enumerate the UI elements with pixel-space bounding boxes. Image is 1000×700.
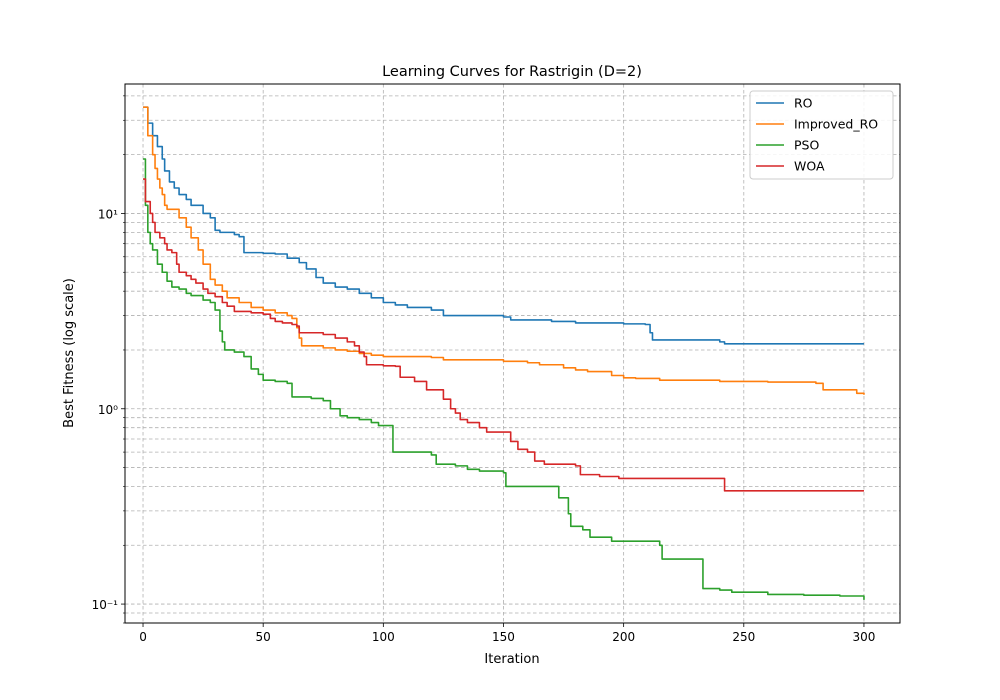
- legend-label: PSO: [794, 138, 819, 153]
- series-line-ro: [143, 106, 864, 345]
- grid-layer: [125, 84, 900, 624]
- x-axis-label: Iteration: [484, 652, 539, 667]
- legend: RO Improved_RO PSO WOA: [749, 90, 894, 180]
- x-tick-label: 250: [732, 630, 755, 644]
- x-tick-label: 0: [139, 630, 147, 644]
- x-tick-label: 300: [853, 630, 876, 644]
- x-tick-label: 150: [492, 630, 515, 644]
- plot-frame: [124, 83, 901, 624]
- chart-title: Learning Curves for Rastrigin (D=2): [382, 64, 642, 80]
- series-line-woa: [143, 178, 864, 492]
- series-line-improved-ro: [143, 106, 865, 395]
- legend-label: Improved_RO: [794, 117, 878, 132]
- x-tick-label: 50: [256, 630, 271, 644]
- legend-box: [749, 90, 894, 180]
- legend-label: RO: [794, 96, 813, 111]
- y-tick-label: 10¹: [98, 207, 118, 221]
- x-tick-label: 200: [612, 630, 635, 644]
- legend-label: WOA: [794, 159, 825, 174]
- series-layer: [143, 106, 865, 600]
- y-tick-label: 10⁻¹: [92, 598, 119, 612]
- y-tick-label: 10⁰: [98, 403, 118, 417]
- tick-layer: 0 50 100 150 200 250 300 10⁻¹ 10⁰ 10¹: [92, 95, 876, 644]
- x-tick-label: 100: [372, 630, 395, 644]
- y-axis-label: Best Fitness (log scale): [62, 278, 77, 428]
- series-line-pso: [143, 158, 865, 600]
